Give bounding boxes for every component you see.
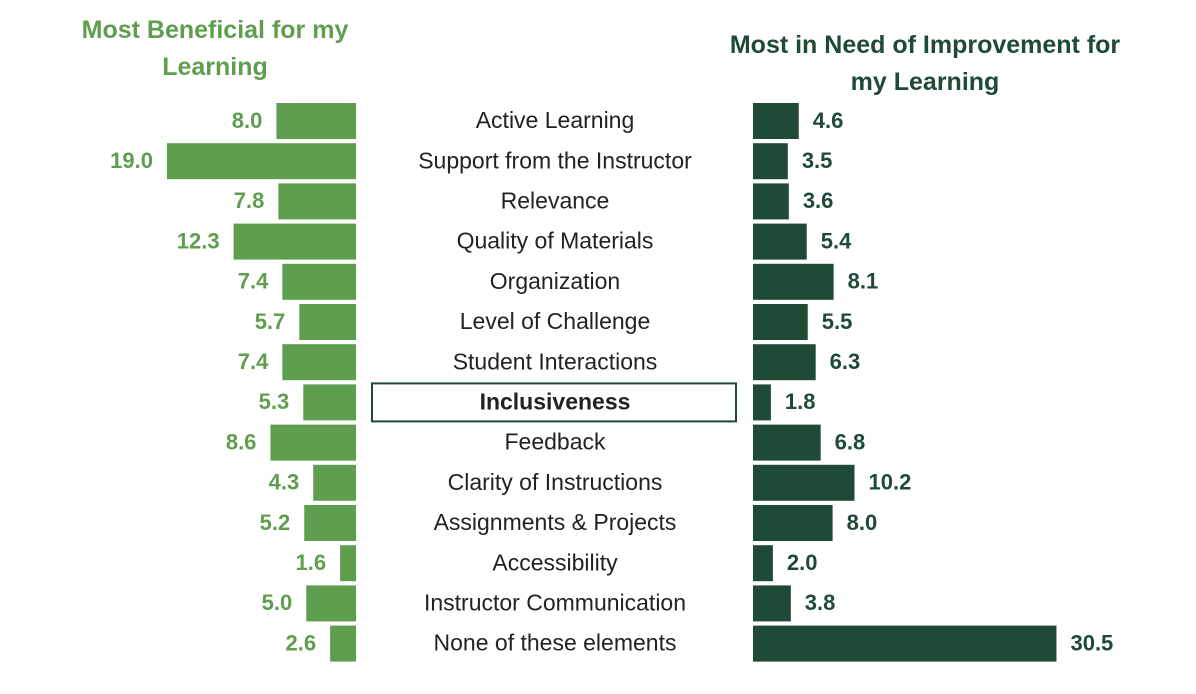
bar (753, 103, 799, 139)
bar (306, 585, 356, 622)
left-title: Most Beneficial for my Learning (81, 16, 349, 81)
highlight-box (371, 382, 737, 423)
category-label: None of these elements (434, 630, 677, 656)
bar (270, 424, 356, 461)
category-label: Level of Challenge (460, 308, 651, 334)
category-label: Inclusiveness (480, 388, 631, 414)
value-label: 6.3 (830, 349, 861, 374)
value-label: 8.0 (232, 108, 263, 133)
bar (282, 344, 356, 381)
bar (753, 304, 808, 340)
bar (276, 103, 356, 139)
category-label: Active Learning (476, 107, 635, 133)
category-label: Relevance (501, 187, 610, 213)
bar (340, 545, 356, 582)
value-label: 5.5 (822, 309, 853, 334)
bar (278, 183, 356, 220)
value-label: 5.2 (260, 510, 291, 535)
value-label: 30.5 (1070, 630, 1113, 655)
value-label: 4.3 (269, 470, 300, 495)
category-label: Student Interactions (453, 348, 658, 374)
bar (282, 263, 356, 300)
value-label: 4.6 (813, 108, 844, 133)
category-label: Accessibility (492, 549, 618, 575)
bar (753, 505, 833, 541)
bar (753, 625, 1057, 662)
category-label: Quality of Materials (457, 228, 654, 254)
category-label: Clarity of Instructions (448, 469, 663, 495)
value-label: 3.6 (803, 188, 834, 213)
bar (753, 424, 821, 461)
category-label: Support from the Instructor (418, 147, 692, 173)
bar (753, 545, 773, 582)
value-label: 7.4 (238, 269, 269, 294)
value-label: 10.2 (868, 470, 911, 495)
value-label: 1.6 (295, 550, 326, 575)
bar (313, 464, 356, 501)
value-label: 7.4 (238, 349, 269, 374)
bar (166, 143, 356, 180)
category-label: Instructor Communication (424, 589, 686, 615)
bar (753, 585, 791, 622)
bar (753, 143, 788, 180)
category-label: Assignments & Projects (434, 509, 677, 535)
value-label: 2.0 (787, 550, 818, 575)
value-label: 5.7 (255, 309, 286, 334)
value-label: 5.3 (259, 389, 290, 414)
bar (753, 384, 771, 421)
bar (753, 344, 816, 381)
value-label: 2.6 (286, 630, 317, 655)
value-label: 3.8 (805, 590, 836, 615)
bar (330, 625, 356, 662)
bar (753, 464, 855, 501)
value-label: 8.1 (848, 269, 879, 294)
category-label: Feedback (504, 429, 606, 455)
value-label: 8.0 (847, 510, 878, 535)
bar (753, 263, 834, 300)
value-label: 5.0 (262, 590, 293, 615)
value-label: 3.5 (802, 148, 833, 173)
value-label: 12.3 (177, 228, 220, 253)
category-label: Organization (490, 268, 620, 294)
bar (753, 223, 807, 260)
bar (299, 304, 356, 340)
bar (304, 505, 356, 541)
value-label: 6.8 (835, 429, 866, 454)
value-label: 8.6 (226, 429, 257, 454)
value-label: 1.8 (785, 389, 816, 414)
value-label: 5.4 (821, 228, 852, 253)
bar (753, 183, 789, 220)
bar (303, 384, 356, 421)
right-title: Most in Need of Improvement for my Learn… (729, 31, 1121, 96)
bar (233, 223, 356, 260)
value-label: 7.8 (234, 188, 265, 213)
value-label: 19.0 (110, 148, 153, 173)
